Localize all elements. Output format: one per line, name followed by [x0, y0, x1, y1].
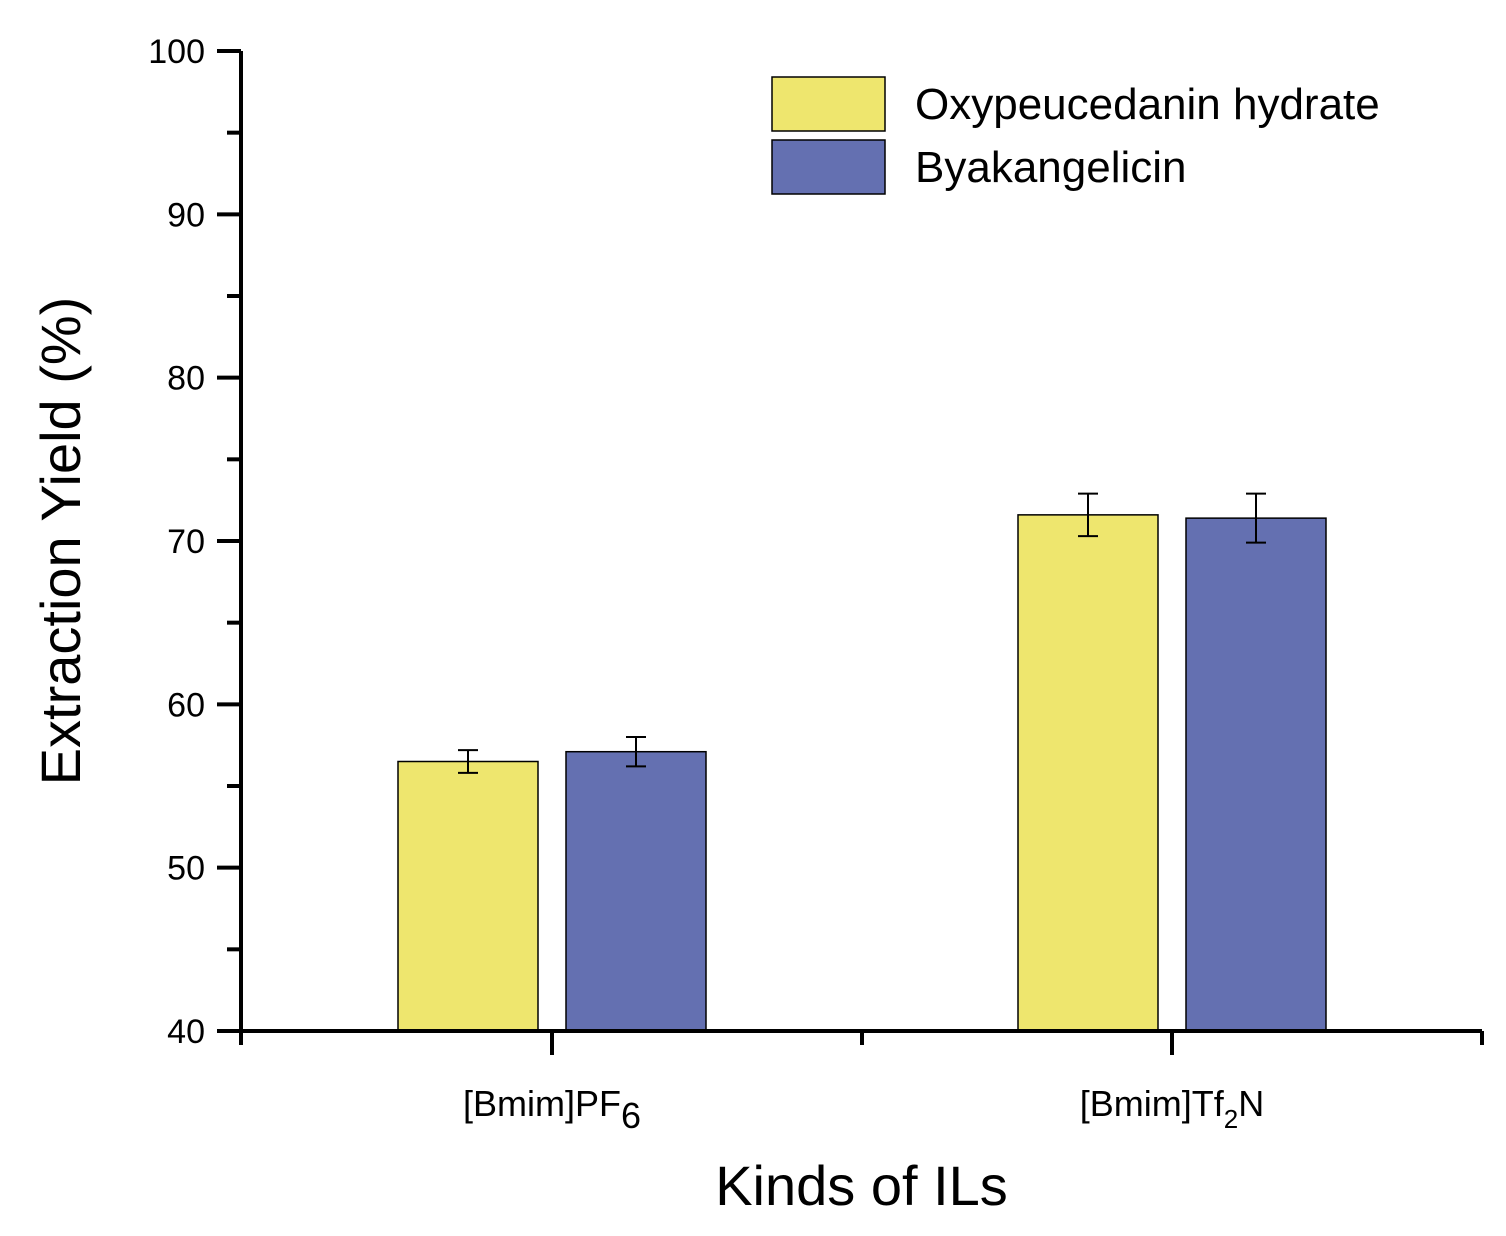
- bar-series0-cat1: [1017, 514, 1159, 1032]
- x-tick-label-suffix: N: [1238, 1083, 1264, 1124]
- legend-label-0: Oxypeucedanin hydrate: [915, 80, 1380, 129]
- y-tick-label-60: 60: [167, 686, 205, 724]
- y-tick-label-90: 90: [167, 196, 205, 234]
- x-tick-label-cat0: [Bmim]PF6: [463, 1083, 641, 1136]
- x-tick-label-base: [Bmim]PF: [463, 1083, 621, 1124]
- bars-layer: [397, 492, 1327, 1032]
- x-tick-label-subscript: 2: [1224, 1104, 1238, 1134]
- legend: Oxypeucedanin hydrate Byakangelicin: [771, 76, 1380, 195]
- y-tick-label-40: 40: [167, 1013, 205, 1051]
- bar-series0-cat0: [397, 760, 539, 1032]
- y-tick-label-70: 70: [167, 523, 205, 561]
- bar-series1-cat0: [565, 750, 707, 1032]
- legend-swatch-1: [771, 139, 886, 195]
- x-tick-label-base: [Bmim]Tf: [1080, 1083, 1225, 1124]
- y-tick-label-50: 50: [167, 850, 205, 888]
- axes-layer: 40 50 60 70 80 90 100 [Bmim]PF6 [Bmim]Tf2N Kinds …: [29, 33, 1484, 1217]
- y-axis-title: Extraction Yield (%): [29, 297, 92, 786]
- legend-swatch-0: [771, 76, 886, 132]
- y-tick-label-80: 80: [167, 360, 205, 398]
- x-tick-label-cat1: [Bmim]Tf2N: [1080, 1083, 1264, 1134]
- x-tick-label-subscript: 6: [621, 1095, 641, 1136]
- y-tick-label-100: 100: [148, 33, 205, 71]
- bar-series1-cat1: [1185, 517, 1327, 1032]
- x-axis-title: Kinds of ILs: [715, 1154, 1008, 1217]
- legend-label-1: Byakangelicin: [915, 143, 1187, 192]
